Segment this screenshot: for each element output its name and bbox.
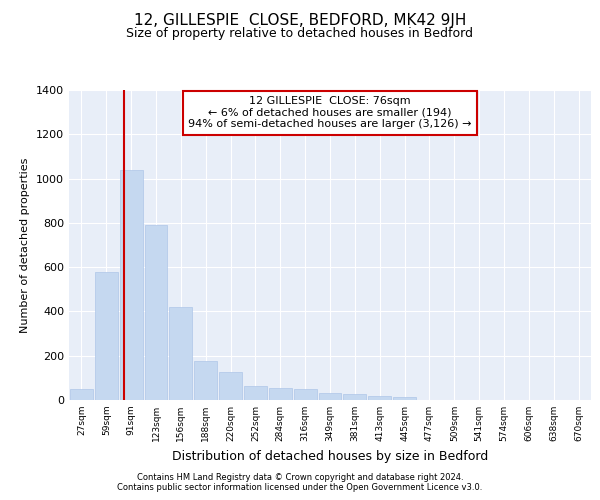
Bar [70,390,93,400]
Bar [269,388,292,400]
Text: 12 GILLESPIE  CLOSE: 76sqm
← 6% of detached houses are smaller (194)
94% of semi: 12 GILLESPIE CLOSE: 76sqm ← 6% of detach… [188,96,472,130]
Text: 12, GILLESPIE  CLOSE, BEDFORD, MK42 9JH: 12, GILLESPIE CLOSE, BEDFORD, MK42 9JH [134,12,466,28]
Bar [294,390,317,400]
Bar [219,372,242,400]
Bar [194,361,217,400]
Bar [368,396,391,400]
Bar [319,394,341,400]
Bar [169,307,192,400]
Bar [244,386,267,400]
Text: Size of property relative to detached houses in Bedford: Size of property relative to detached ho… [127,28,473,40]
Bar [393,398,416,400]
Y-axis label: Number of detached properties: Number of detached properties [20,158,31,332]
X-axis label: Distribution of detached houses by size in Bedford: Distribution of detached houses by size … [172,450,488,462]
Text: Contains HM Land Registry data © Crown copyright and database right 2024.
Contai: Contains HM Land Registry data © Crown c… [118,473,482,492]
Bar [145,225,167,400]
Bar [343,394,366,400]
Bar [95,272,118,400]
Bar [120,170,143,400]
